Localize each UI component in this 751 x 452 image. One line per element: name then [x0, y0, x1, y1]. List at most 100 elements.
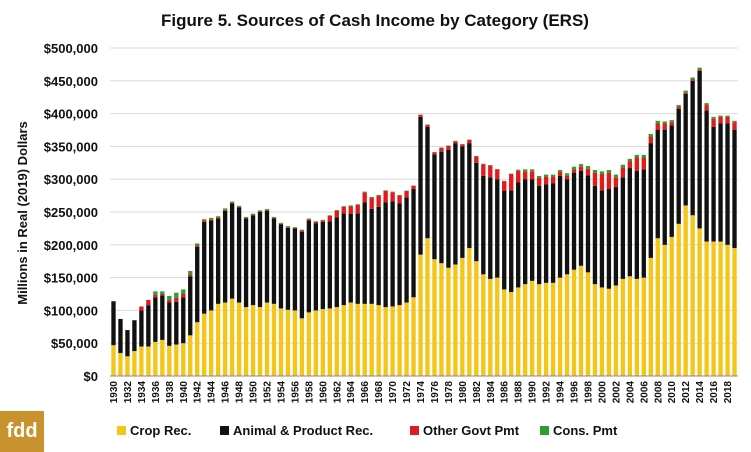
bar-cons-2006: [641, 154, 646, 158]
bar-cons-1989: [523, 169, 528, 172]
bar-govt-2012: [683, 92, 688, 94]
bar-govt-1965: [355, 204, 360, 214]
bar-cons-1998: [585, 166, 591, 169]
bar-govt-1948: [236, 206, 242, 208]
x-tick-label: 1948: [235, 381, 246, 404]
x-tick-label: 2012: [681, 381, 692, 404]
y-axis-label: Millions in Real (2019) Dollars: [15, 121, 30, 305]
bar-animal-2010: [669, 125, 674, 237]
bar-animal-1949: [243, 218, 249, 308]
bar-govt-1958: [306, 219, 312, 221]
bar-govt-2002: [613, 177, 619, 188]
bar-govt-1978: [446, 145, 451, 150]
bar-crop-1958: [306, 312, 312, 376]
bar-cons-1944: [209, 217, 214, 220]
bar-crop-1966: [362, 303, 367, 376]
bar-cons-1938: [167, 295, 172, 300]
bar-govt-1967: [369, 197, 374, 209]
legend: Crop Rec. Animal & Product Rec. Other Govt…: [117, 423, 618, 438]
bar-animal-1983: [481, 175, 486, 275]
bar-animal-1998: [585, 175, 591, 273]
bar-animal-1952: [264, 210, 270, 303]
bar-govt-1962: [334, 210, 339, 218]
bar-cons-1951: [257, 210, 263, 212]
bar-animal-1959: [313, 223, 319, 311]
bar-govt-1937: [160, 294, 165, 296]
bar-cons-2008: [655, 120, 660, 124]
bar-cons-2012: [683, 90, 688, 93]
bar-cons-1990: [529, 169, 535, 172]
bar-crop-1950: [250, 305, 256, 376]
legend-label-cons: Cons. Pmt: [553, 423, 618, 438]
bar-cons-1956: [292, 227, 298, 228]
bar-cons-1988: [516, 169, 521, 171]
bar-crop-1969: [383, 307, 388, 376]
bar-govt-1974: [418, 114, 423, 117]
bar-govt-1943: [202, 220, 207, 222]
bar-crop-1933: [132, 351, 137, 376]
bar-cons-1999: [592, 170, 598, 173]
bar-crop-2017: [718, 241, 723, 376]
bar-cons-1963: [341, 206, 346, 207]
bar-animal-1985: [495, 179, 500, 278]
bar-animal-1978: [446, 149, 451, 268]
bar-animal-2002: [613, 187, 619, 286]
bar-crop-1974: [418, 254, 423, 376]
x-tick-label: 1984: [486, 381, 497, 404]
bar-animal-1941: [188, 276, 193, 336]
bar-animal-2000: [599, 190, 605, 288]
bar-animal-1974: [418, 116, 423, 255]
x-tick-label: 1952: [263, 381, 274, 404]
y-tick-label: $200,000: [44, 238, 98, 253]
bar-animal-1997: [578, 170, 584, 266]
bar-crop-1962: [334, 307, 339, 376]
bar-crop-2010: [669, 236, 674, 376]
bar-crop-1970: [390, 306, 395, 376]
y-tick-label: $50,000: [51, 336, 98, 351]
bar-cons-1942: [195, 243, 200, 246]
bar-crop-1939: [174, 344, 179, 376]
bar-cons-1995: [564, 173, 570, 176]
x-tick-label: 2004: [625, 381, 636, 404]
bar-animal-1957: [299, 231, 305, 319]
x-tick-label: 1944: [207, 381, 218, 404]
x-tick-label: 1982: [472, 381, 483, 404]
x-tick-label: 1958: [304, 381, 315, 404]
bar-govt-1964: [348, 206, 353, 214]
bar-govt-1955: [285, 227, 291, 228]
bar-cons-1955: [285, 226, 291, 228]
bar-cons-1960: [320, 219, 325, 221]
bar-govt-2004: [627, 161, 633, 169]
bar-govt-1953: [271, 217, 277, 219]
bar-crop-1985: [495, 277, 500, 376]
x-tick-label: 1976: [430, 381, 441, 404]
bar-crop-1959: [313, 310, 319, 376]
bar-govt-1977: [439, 147, 444, 152]
x-tick-label: 1970: [388, 381, 399, 404]
bar-govt-1969: [383, 191, 388, 203]
bar-crop-2002: [613, 285, 619, 376]
bar-animal-1970: [390, 201, 395, 307]
bar-crop-2007: [648, 257, 653, 376]
bar-crop-2005: [634, 278, 639, 376]
bar-cons-1992: [543, 174, 549, 177]
bar-animal-1994: [557, 175, 563, 278]
bar-govt-1993: [550, 176, 556, 184]
legend-swatch-cons: [540, 426, 549, 435]
bar-animal-2013: [690, 80, 695, 216]
x-tick-label: 1950: [249, 381, 260, 404]
bar-govt-1935: [146, 299, 151, 306]
bar-cons-1954: [278, 222, 284, 224]
bar-animal-2014: [697, 70, 702, 229]
bar-animal-1933: [132, 320, 137, 352]
bar-animal-1946: [222, 210, 228, 303]
bar-crop-1968: [376, 305, 381, 376]
bar-crop-1989: [523, 284, 528, 376]
bar-crop-2006: [641, 277, 646, 376]
bar-animal-1971: [397, 203, 402, 306]
bar-cons-1994: [557, 170, 563, 172]
bar-animal-1958: [306, 220, 312, 313]
bar-govt-1952: [264, 210, 270, 211]
bar-animal-2012: [683, 93, 688, 206]
